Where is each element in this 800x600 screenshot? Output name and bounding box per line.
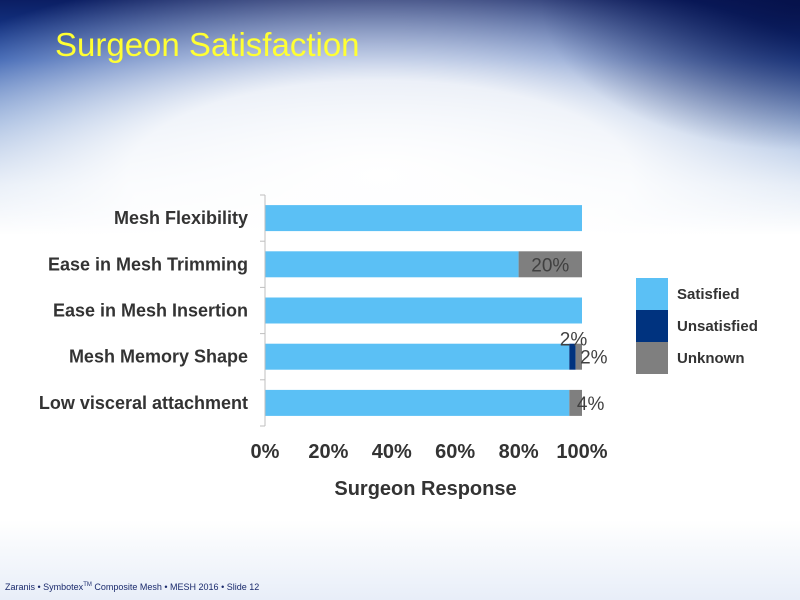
legend-label-satisfied: Satisfied (677, 286, 740, 303)
x-axis-title: Surgeon Response (334, 478, 516, 500)
bar-satisfied-ease-in-mesh-insertion (265, 297, 582, 324)
legend-label-unknown: Unknown (677, 350, 745, 367)
x-tick-label-60: 60% (435, 441, 475, 463)
bar-unknown-mesh-memory-shape (575, 343, 582, 370)
x-tick-label-0: 0% (251, 441, 280, 463)
legend-swatch-unsatisfied (636, 310, 668, 342)
bar-unknown-low-visceral-attachment (569, 389, 582, 416)
slide-background-corner (500, 0, 800, 170)
bar-satisfied-low-visceral-attachment (265, 389, 570, 416)
x-tick-label-80: 80% (499, 441, 539, 463)
x-tick-label-40: 40% (372, 441, 412, 463)
axes (260, 194, 266, 427)
data-label-unknown-mesh-memory-shape: 2% (580, 348, 608, 369)
category-label-low-visceral-attachment: Low visceral attachment (39, 393, 248, 413)
bar-satisfied-mesh-memory-shape (265, 343, 570, 370)
legend-swatch-unknown (636, 342, 668, 374)
bars (265, 205, 582, 416)
slide-footer: Zaranis • SymbotexTM Composite Mesh • ME… (5, 582, 259, 592)
footer-text-post: Composite Mesh • MESH 2016 • Slide 12 (91, 582, 260, 592)
x-tick-label-20: 20% (308, 441, 348, 463)
x-tick-labels: 0% 20% 40% 60% 80% 100% (251, 441, 608, 463)
data-label-unknown-low-visceral-attachment: 4% (577, 394, 605, 415)
data-label-unsatisfied-mesh-memory-shape: 2% (560, 330, 588, 351)
footer-trademark: TM (83, 582, 92, 588)
data-labels: 20% 2%2% 4% (531, 255, 607, 415)
category-label-mesh-flexibility: Mesh Flexibility (114, 208, 248, 228)
bar-unknown-ease-in-mesh-trimming (518, 251, 582, 278)
legend-swatch-satisfied (636, 278, 668, 310)
legend: Satisfied Unsatisfied Unknown (636, 278, 758, 374)
footer-text-pre: Zaranis • Symbotex (5, 582, 84, 592)
category-labels: Mesh Flexibility Ease in Mesh Trimming Eas… (39, 208, 248, 413)
data-label-unknown-ease-in-mesh-trimming: 20% (531, 255, 569, 276)
x-tick-label-100: 100% (556, 441, 607, 463)
category-label-ease-in-mesh-trimming: Ease in Mesh Trimming (48, 254, 248, 274)
category-label-ease-in-mesh-insertion: Ease in Mesh Insertion (53, 301, 248, 321)
slide-title: Surgeon Satisfaction (55, 26, 360, 63)
category-label-mesh-memory-shape: Mesh Memory Shape (69, 347, 248, 367)
bar-satisfied-ease-in-mesh-trimming (265, 251, 519, 278)
bar-satisfied-mesh-flexibility (265, 205, 582, 232)
legend-label-unsatisfied: Unsatisfied (677, 318, 758, 335)
bar-unsatisfied-mesh-memory-shape (569, 343, 576, 370)
